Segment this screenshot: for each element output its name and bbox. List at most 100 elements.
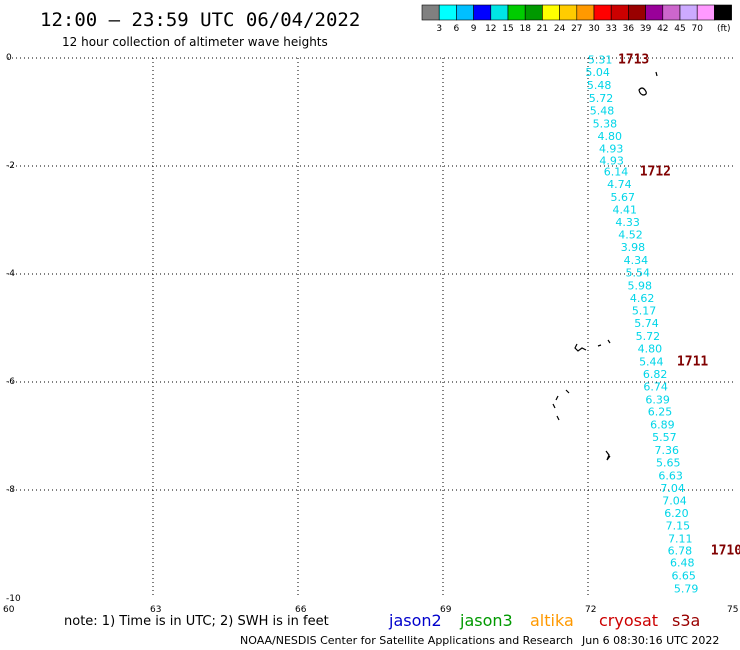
color-scale-swatch [662,4,681,21]
swh-value: 6.89 [650,419,675,432]
color-scale-swatch [438,4,457,21]
island-outline [552,389,570,421]
swh-value: 7.04 [662,494,687,507]
x-tick-label: 69 [440,605,452,615]
swh-value: 7.11 [668,533,693,546]
color-scale-swatch [559,4,578,21]
y-tick-label: -8 [6,485,15,495]
color-scale-label: 33 [605,24,616,34]
swh-value: 5.74 [634,317,659,330]
swh-value: 4.62 [630,292,655,305]
color-scale-label: 27 [571,24,582,34]
swh-value: 6.20 [664,507,689,520]
swh-value: 5.04 [585,66,610,79]
color-scale-swatch [645,4,664,21]
swh-value: 5.67 [611,191,636,204]
satellite-label: cryosat [599,611,658,630]
x-tick-label: 66 [295,605,307,615]
island-outline [655,71,658,77]
color-scale-swatch [679,4,698,21]
y-tick-label: -2 [6,161,15,171]
swh-value: 5.54 [626,266,651,279]
color-scale-label: 36 [623,24,635,34]
y-axis-ticks: 0 -2 -4 -6 -8 -10 [6,53,21,604]
footer-note: note: 1) Time is in UTC; 2) SWH is in fe… [64,614,329,629]
color-scale-label: 9 [471,24,477,34]
swh-value: 6.82 [643,368,668,381]
satellite-legend: jason2 jason3 altika cryosat s3a [388,611,700,630]
color-scale-swatch [473,4,492,21]
swh-value: 4.93 [599,155,624,168]
footer-timestamp: Jun 6 08:30:16 UTC 2022 [581,634,719,647]
color-scale-swatch [456,4,474,21]
coastline-features [552,71,658,461]
color-scale-label: 3 [436,24,442,34]
swh-value: 6.74 [643,380,668,393]
plot-grid [8,57,733,598]
satellite-label: s3a [672,611,700,630]
swh-value: 6.39 [645,393,670,406]
swh-value: 5.65 [656,456,681,469]
color-scale-swatch [507,4,526,21]
swh-value: 7.15 [666,520,691,533]
page-title: 12:00 – 23:59 UTC 06/04/2022 [40,9,360,31]
pass-label: 1713 [618,53,649,68]
color-scale-label: 15 [502,24,513,34]
island-outline [605,450,611,461]
swh-value: 5.98 [627,279,652,292]
x-tick-label: 72 [585,605,596,615]
swh-value: 5.38 [593,117,618,130]
x-tick-label: 75 [727,605,738,615]
swh-value: 7.36 [655,444,680,457]
swh-points: 5.315.045.485.725.485.384.804.934.936.14… [585,54,698,596]
color-scale-swatch [490,4,509,21]
x-tick-label: 60 [3,605,15,615]
swh-value: 6.25 [648,406,673,419]
color-scale-swatch [421,4,440,21]
pass-label: 1710 [711,543,740,558]
color-scale-swatch [593,4,612,21]
color-scale-label: 39 [640,24,652,34]
swh-value: 6.63 [658,469,683,482]
color-scale-label: 42 [657,24,668,34]
pass-labels: 1713 1712 1711 1710 [618,53,740,559]
swh-value: 5.57 [652,431,677,444]
y-tick-label: 0 [6,53,12,63]
swh-value: 5.79 [674,582,699,595]
island-outline [597,339,611,347]
color-scale-label: 30 [588,24,600,34]
swh-value: 6.78 [668,544,693,557]
color-scale-swatch [542,4,560,21]
swh-value: 4.52 [618,229,643,242]
swh-value: 5.44 [639,355,664,368]
satellite-label: jason2 [388,611,442,630]
swh-value: 4.93 [599,143,624,156]
island-outline [574,343,587,352]
swh-value: 5.48 [587,79,612,92]
island-outline [638,87,647,96]
swh-value: 5.17 [632,305,657,318]
swh-value: 4.80 [638,343,663,356]
color-scale-swatch [576,4,595,21]
pass-label: 1711 [677,354,708,369]
swh-value: 5.72 [636,330,661,343]
color-scale-label: 21 [537,24,548,34]
swh-value: 5.31 [588,54,613,67]
swh-value: 6.14 [604,165,629,178]
pass-label: 1712 [640,164,671,179]
color-scale-label: 45 [674,24,685,34]
swh-value: 4.33 [615,216,640,229]
swh-value: 4.74 [607,178,632,191]
swh-value: 4.80 [598,130,623,143]
color-scale-label: 18 [519,24,531,34]
color-scale-swatch [628,4,646,21]
color-scale-label: 12 [485,24,496,34]
swh-value: 4.41 [612,204,637,217]
x-axis-ticks: 60 63 66 69 72 75 [3,605,738,615]
footer-credit: NOAA/NESDIS Center for Satellite Applica… [240,634,573,647]
swh-value: 4.34 [624,254,649,267]
swh-value: 5.72 [589,92,614,105]
satellite-label: altika [530,611,574,630]
color-scale-swatch [524,4,543,21]
swh-value: 3.98 [621,241,646,254]
